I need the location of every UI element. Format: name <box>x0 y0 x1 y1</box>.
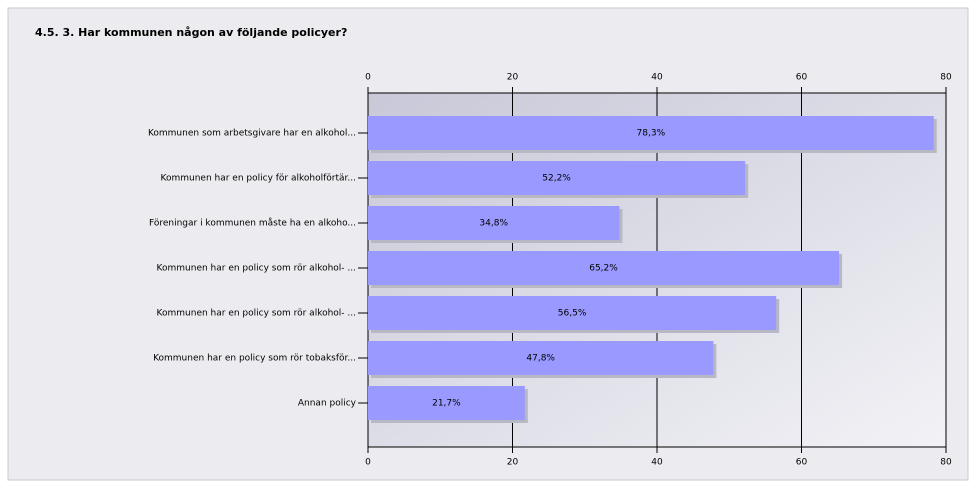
data-label: 34,8% <box>479 219 508 229</box>
x-tick-label: 80 <box>940 458 952 468</box>
y-tick-label: Kommunen har en policy som rör alkohol- … <box>157 264 356 274</box>
y-tick-label: Kommunen har en policy som rör alkohol- … <box>157 309 356 319</box>
data-label: 78,3% <box>637 129 666 139</box>
bar <box>368 206 620 240</box>
data-label: 65,2% <box>589 264 618 274</box>
bar <box>368 251 840 285</box>
x-tick-label: 20 <box>507 458 519 468</box>
bar <box>368 296 777 330</box>
y-tick-label: Kommunen som arbetsgivare har en alkohol… <box>148 129 356 139</box>
data-label: 52,2% <box>542 174 571 184</box>
x-tick-label: 40 <box>651 73 663 83</box>
bar <box>368 341 714 375</box>
bar <box>368 161 746 195</box>
x-tick-label: 60 <box>796 73 808 83</box>
data-label: 56,5% <box>558 309 587 319</box>
y-tick-label: Föreningar i kommunen måste ha en alkoho… <box>149 218 356 229</box>
x-tick-label: 20 <box>507 73 519 83</box>
x-tick-label: 40 <box>651 458 663 468</box>
x-tick-label: 0 <box>365 73 371 83</box>
bar <box>368 386 525 420</box>
y-tick-label: Kommunen har en policy för alkoholförtär… <box>161 174 356 184</box>
data-label: 21,7% <box>432 399 461 409</box>
data-label: 47,8% <box>526 354 555 364</box>
x-tick-label: 60 <box>796 458 808 468</box>
x-tick-label: 80 <box>940 73 952 83</box>
bar <box>368 116 934 150</box>
y-tick-label: Kommunen har en policy som rör tobaksför… <box>153 354 356 364</box>
y-tick-label: Annan policy <box>298 399 357 409</box>
chart-title: 4.5. 3. Har kommunen någon av följande p… <box>35 26 347 39</box>
x-tick-label: 0 <box>365 458 371 468</box>
